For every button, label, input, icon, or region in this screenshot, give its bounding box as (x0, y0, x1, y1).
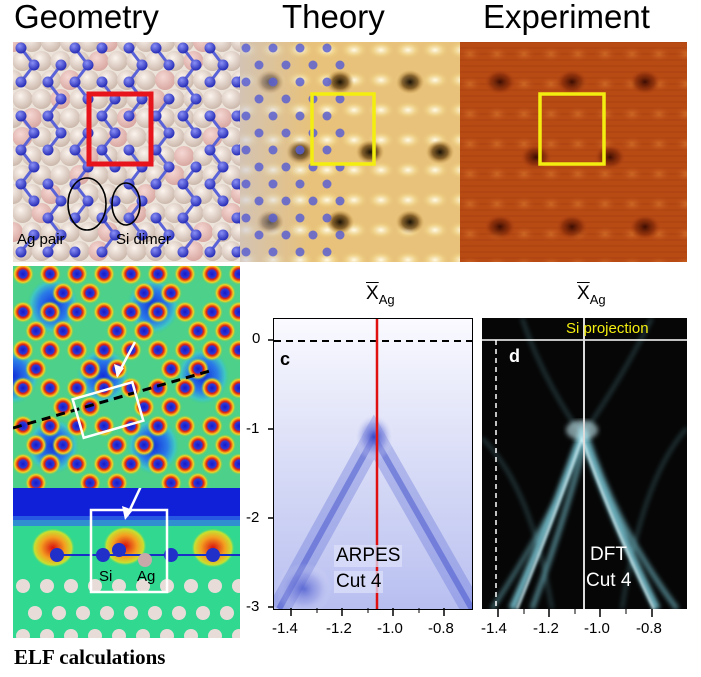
dft-x-tick-2: -1.0 (584, 620, 610, 637)
geometry-lattice (13, 42, 245, 261)
dft-panel-label: d (509, 346, 520, 366)
dft-x-ticks (497, 609, 653, 617)
ag-pair-circle (67, 177, 107, 231)
elf-caption: ELF calculations (14, 645, 166, 669)
dft-projection-label: Si projection (566, 320, 649, 337)
dft-image (482, 318, 687, 609)
arpes-x-tick-0: -1.4 (272, 620, 298, 637)
dft-x-tick-1: -1.2 (533, 620, 559, 637)
arpes-text-line1: ARPES (334, 545, 403, 567)
si-dimer-circle (111, 182, 141, 226)
dft-top-sub: Ag (589, 291, 606, 307)
theory-panel (240, 42, 462, 262)
arpes-plot: c ARPES Cut 4 (273, 318, 473, 610)
y-tick-3: -3 (246, 598, 260, 615)
arpes-top-sub: Ag (378, 291, 395, 307)
elf-side-map (13, 488, 240, 638)
arpes-top-x: X (366, 283, 379, 304)
dft-top-x: X (577, 283, 590, 304)
arpes-x-ticks (290, 608, 445, 616)
theory-image (240, 42, 462, 262)
y-tick-1: -1 (246, 420, 260, 437)
theory-yellow-box (310, 92, 376, 166)
experiment-yellow-box (538, 92, 606, 166)
elf-top-panel (13, 266, 240, 488)
elf-ag-label: Ag (137, 568, 156, 585)
y-tick-2: -2 (246, 509, 260, 526)
elf-top-map (13, 266, 240, 488)
experiment-image (460, 42, 687, 262)
arpes-x-tick-1: -1.2 (326, 620, 352, 637)
geometry-overlay (67, 91, 154, 231)
dft-text-line2: Cut 4 (586, 570, 632, 591)
arpes-panel-label: c (280, 349, 291, 369)
elf-si-label: Si (99, 568, 113, 585)
unit-cell-red-box (86, 91, 154, 167)
dft-x-tick-3: -0.8 (636, 620, 662, 637)
arpes-text-line2: Cut 4 (334, 571, 384, 593)
ag-pair-label: Ag pair (17, 231, 65, 248)
dft-top-label: XAg (577, 283, 606, 307)
elf-top-white-box (71, 380, 145, 440)
theory-title: Theory (282, 0, 385, 35)
geometry-title: Geometry (14, 0, 159, 35)
arpes-x-tick-3: -0.8 (428, 620, 454, 637)
experiment-title: Experiment (483, 0, 650, 35)
elf-side-panel: Si Ag (13, 488, 240, 638)
dft-text-line1: DFT (590, 544, 627, 565)
arpes-y-ticks (268, 339, 274, 608)
arpes-top-label: XAg (366, 283, 395, 307)
experiment-panel (460, 42, 687, 262)
dft-plot: Si projection d DFT Cut 4 (482, 318, 687, 609)
arpes-x-tick-2: -1.0 (377, 620, 403, 637)
geometry-panel: Ag pair Si dimer (13, 42, 245, 262)
dft-x-tick-0: -1.4 (481, 620, 507, 637)
si-dimer-label: Si dimer (116, 231, 172, 248)
elf-cut-line (13, 368, 214, 430)
y-tick-0: 0 (252, 330, 261, 347)
